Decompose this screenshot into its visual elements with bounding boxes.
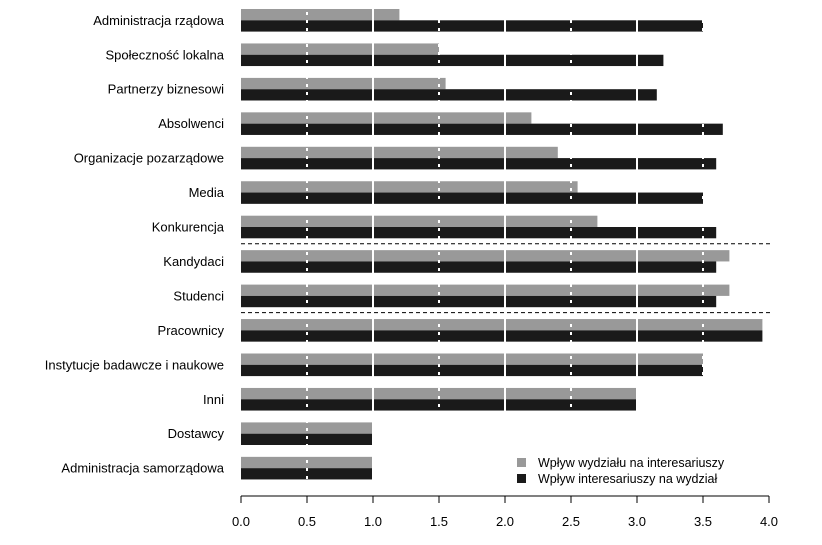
x-tick-label-0: 0.0 <box>232 514 250 529</box>
category-label-10: Instytucje badawcze i naukowe <box>45 357 224 372</box>
legend-swatch-1 <box>517 474 526 483</box>
x-axis: 0.0 0.5 1.0 1.5 2.0 2.5 3.0 3.5 4.0 <box>232 495 778 529</box>
separator-layer <box>241 243 771 314</box>
category-label-7: Kandydaci <box>163 254 224 269</box>
x-tick-label-5: 2.5 <box>562 514 580 529</box>
bar-faculty-impact-9 <box>241 319 763 331</box>
bar-faculty-impact-10 <box>241 353 703 365</box>
bar-stakeholder-impact-7 <box>241 261 717 273</box>
category-label-1: Społeczność lokalna <box>105 47 224 62</box>
bar-stakeholder-impact-0 <box>241 20 703 32</box>
bar-faculty-impact-3 <box>241 112 532 124</box>
bars-layer <box>241 9 763 480</box>
bar-stakeholder-impact-13 <box>241 468 373 480</box>
x-tick-label-1: 0.5 <box>298 514 316 529</box>
legend-swatch-0 <box>517 458 526 467</box>
x-tick-label-4: 2.0 <box>496 514 514 529</box>
x-tick-label-3: 1.5 <box>430 514 448 529</box>
category-label-0: Administracja rządowa <box>93 13 225 28</box>
bar-stakeholder-impact-4 <box>241 158 717 170</box>
category-label-4: Organizacje pozarządowe <box>74 151 224 166</box>
category-label-2: Partnerzy biznesowi <box>108 82 224 97</box>
bar-faculty-impact-8 <box>241 284 730 296</box>
grid-layer <box>306 4 704 482</box>
bar-faculty-impact-5 <box>241 181 578 193</box>
bar-stakeholder-impact-1 <box>241 54 664 67</box>
bar-faculty-impact-11 <box>241 387 637 400</box>
category-label-3: Absolwenci <box>158 116 224 131</box>
bar-stakeholder-impact-10 <box>241 364 703 377</box>
category-label-8: Studenci <box>173 288 224 303</box>
bar-stakeholder-impact-8 <box>241 295 717 308</box>
category-label-6: Konkurencja <box>152 220 225 235</box>
x-tick-label-2: 1.0 <box>364 514 382 529</box>
x-tick-label-7: 3.5 <box>694 514 712 529</box>
category-label-11: Inni <box>203 392 224 407</box>
category-label-12: Dostawcy <box>168 426 225 441</box>
bar-faculty-impact-0 <box>241 9 400 21</box>
category-labels: Administracja rządowa Społeczność lokalna… <box>45 13 225 476</box>
bar-faculty-impact-7 <box>241 250 730 262</box>
bar-faculty-impact-6 <box>241 215 598 227</box>
bar-stakeholder-impact-9 <box>241 330 763 342</box>
bar-faculty-impact-4 <box>241 146 558 159</box>
x-tick-label-8: 4.0 <box>760 514 778 529</box>
legend: Wpływ wydziału na interesariuszy Wpływ in… <box>517 456 725 486</box>
category-label-13: Administracja samorządowa <box>61 461 224 476</box>
category-label-5: Media <box>189 185 225 200</box>
bar-stakeholder-impact-2 <box>241 89 657 101</box>
bar-stakeholder-impact-3 <box>241 123 723 135</box>
category-label-9: Pracownicy <box>158 323 225 338</box>
x-tick-label-6: 3.0 <box>628 514 646 529</box>
bar-stakeholder-impact-6 <box>241 227 717 239</box>
bar-stakeholder-impact-12 <box>241 433 373 445</box>
legend-label-1: Wpływ interesariuszy na wydział <box>538 472 717 486</box>
bar-faculty-impact-1 <box>241 43 439 55</box>
legend-label-0: Wpływ wydziału na interesariuszy <box>538 456 725 470</box>
bar-faculty-impact-2 <box>241 77 446 90</box>
bar-stakeholder-impact-5 <box>241 192 703 204</box>
